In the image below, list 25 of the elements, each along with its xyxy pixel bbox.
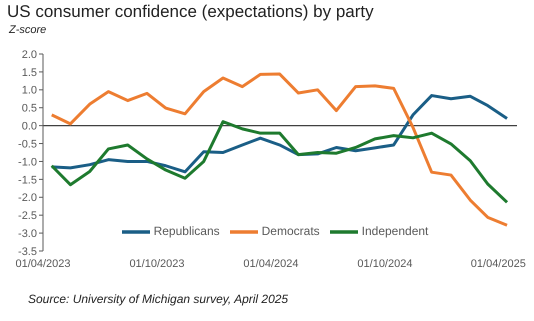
y-tick-label: -2.0 xyxy=(18,192,37,204)
y-tick-label: -3.5 xyxy=(18,246,37,258)
y-tick-label: -2.5 xyxy=(18,210,37,222)
y-tick-label: 0.5 xyxy=(22,102,37,115)
source-note: Source: University of Michigan survey, April 2025 xyxy=(28,292,288,306)
x-tick-label: 01/04/2023 xyxy=(15,258,71,270)
y-tick-label: -0.5 xyxy=(18,138,37,150)
x-tick-label: 01/04/2024 xyxy=(243,258,298,270)
line-series xyxy=(50,120,509,204)
y-tick-label: 0.0 xyxy=(22,120,37,133)
y-tick-label: -1.0 xyxy=(18,156,37,168)
y-tick-label: -1.5 xyxy=(18,174,37,186)
y-tick-label: 1.0 xyxy=(22,84,37,97)
y-tick-label: 1.5 xyxy=(22,66,37,79)
x-tick-label: 01/10/2024 xyxy=(357,258,412,270)
legend-label: Republicans xyxy=(154,224,220,238)
legend-label: Independent xyxy=(362,224,428,238)
y-tick-label: 2.0 xyxy=(22,48,37,61)
chart-title: US consumer confidence (expectations) by party xyxy=(7,2,374,22)
x-tick-label: 01/04/2025 xyxy=(470,258,526,270)
y-tick-label: -3.0 xyxy=(18,228,37,240)
x-tick-label: 01/10/2023 xyxy=(129,258,185,270)
legend-label: Democrats xyxy=(262,224,320,238)
line-series xyxy=(50,72,509,227)
y-axis-title: Z-score xyxy=(9,24,46,36)
